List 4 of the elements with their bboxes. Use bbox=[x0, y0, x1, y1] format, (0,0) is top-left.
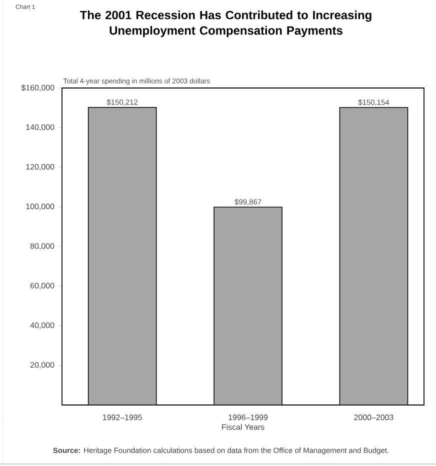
bar bbox=[339, 107, 408, 405]
bar bbox=[88, 106, 157, 405]
chart-title: The 2001 Recession Has Contributed to Increasing Unemployment Compensation Payments bbox=[80, 10, 372, 38]
bar bbox=[214, 206, 282, 405]
